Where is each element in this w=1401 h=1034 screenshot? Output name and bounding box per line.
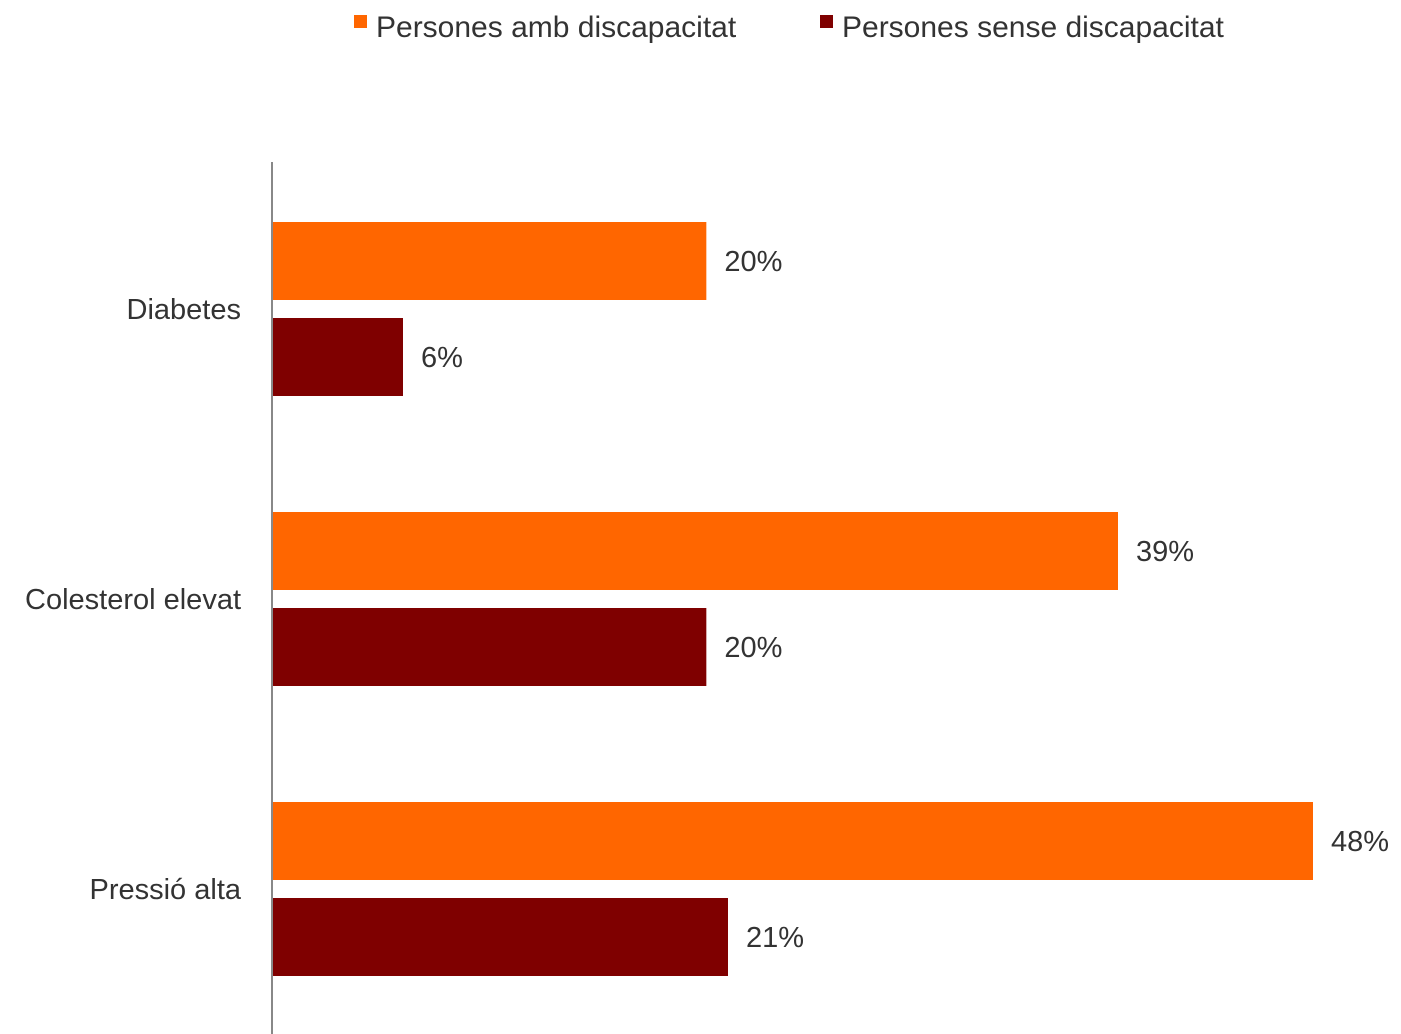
legend-label-1: Persones amb discapacitat — [376, 11, 737, 44]
category-label: Pressió alta — [89, 874, 241, 906]
bar-amb-2 — [273, 802, 1313, 880]
data-label: 39% — [1136, 536, 1194, 568]
bar-sense-0 — [273, 318, 403, 396]
legend-swatch-1 — [354, 15, 367, 28]
data-label: 48% — [1331, 826, 1389, 858]
bars — [273, 222, 1313, 976]
data-label: 6% — [421, 342, 463, 374]
category-label: Diabetes — [127, 294, 241, 326]
legend-label-2: Persones sense discapacitat — [842, 11, 1225, 44]
data-labels: 20% 6% 39% 20% 48% 21% — [421, 246, 1389, 954]
legend-swatch-2 — [820, 15, 833, 28]
bar-amb-0 — [273, 222, 707, 300]
bar-sense-1 — [273, 608, 707, 686]
data-label: 21% — [746, 922, 804, 954]
legend: Persones amb discapacitat Persones sense … — [354, 11, 1225, 44]
bar-sense-2 — [273, 898, 728, 976]
data-label: 20% — [724, 632, 782, 664]
bar-amb-1 — [273, 512, 1118, 590]
data-label: 20% — [724, 246, 782, 278]
category-label: Colesterol elevat — [25, 584, 241, 616]
category-labels: Diabetes Colesterol elevat Pressió alta — [25, 294, 242, 906]
